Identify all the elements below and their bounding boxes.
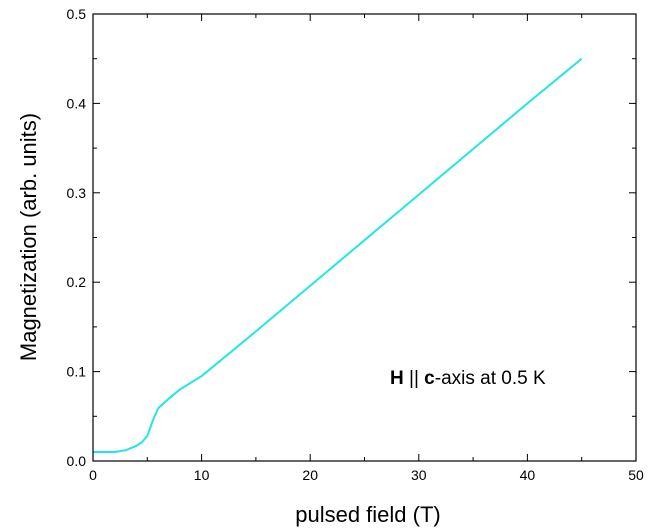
y-tick-label: 0.5 [67,6,87,22]
x-axis-title: pulsed field (T) [295,502,441,527]
series-line-0 [93,57,583,454]
plot-area: 0 10 20 30 40 50 0.0 0.1 0.2 0.3 0.4 0.5 [67,6,644,483]
annotation-part-2: c [424,368,435,389]
x-tick-label: 20 [302,467,318,483]
y-tick-label: 0.1 [67,364,87,380]
x-tick-label: 40 [520,467,536,483]
y-tick-label: 0.2 [67,274,87,290]
annotation-label: H || c-axis at 0.5 K [390,368,546,389]
x-tick-label: 30 [411,467,427,483]
annotation-part-1: || [404,368,424,389]
y-tick-label: 0.3 [67,185,87,201]
x-tick-label: 50 [628,467,644,483]
annotation-part-0: H [390,368,404,389]
annotation-part-3: -axis at 0.5 K [435,368,546,389]
x-tick-label: 10 [194,467,210,483]
x-tick-label: 0 [89,467,97,483]
y-axis-label: Magnetization (arb. units) [16,113,41,361]
y-tick-label: 0.0 [67,453,87,469]
y-tick-label: 0.4 [67,95,87,111]
y-axis-title: Magnetization (arb. units) [16,113,41,361]
